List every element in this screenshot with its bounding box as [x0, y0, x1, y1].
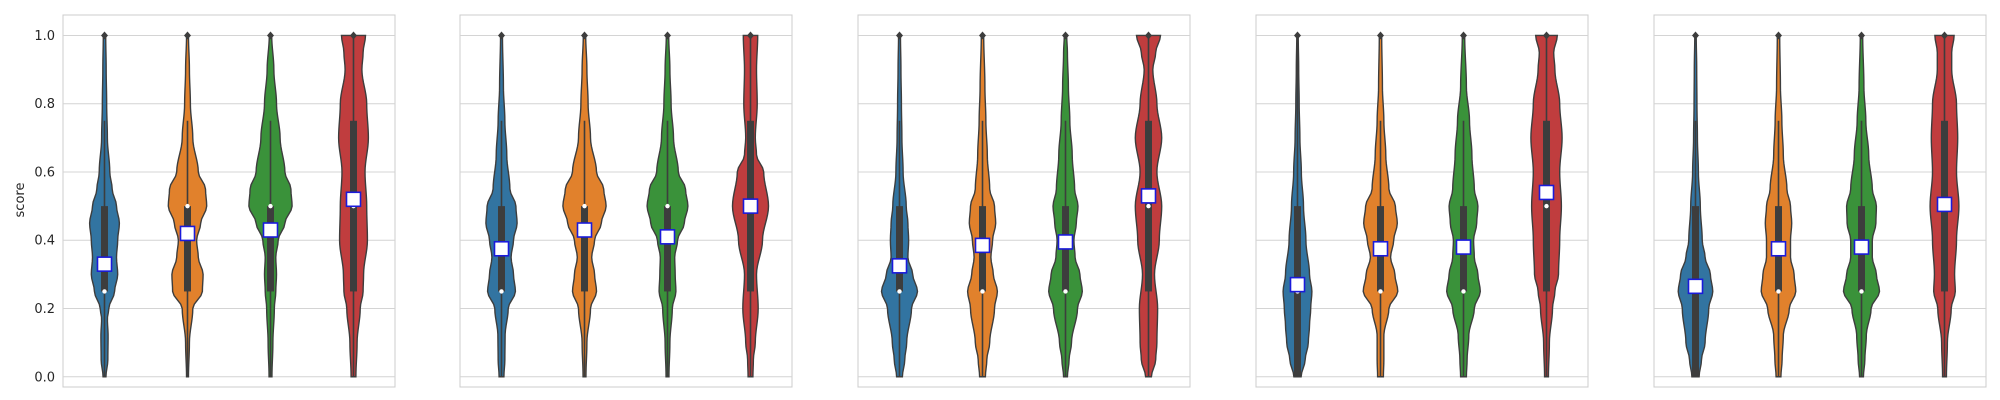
violin-max-marker — [1294, 31, 1301, 40]
violin-mean-marker — [262, 222, 279, 238]
violin-max-marker — [1460, 31, 1467, 40]
violin-max-marker — [1377, 31, 1384, 40]
violin-max-marker — [1062, 31, 1069, 40]
violin — [485, 31, 518, 378]
y-tick-label: 0.6 — [34, 165, 55, 180]
violin-median-dot — [980, 289, 985, 294]
violin-median-dot — [1776, 289, 1781, 294]
violin — [1842, 31, 1881, 378]
violin — [1134, 31, 1163, 378]
violin — [1530, 31, 1563, 378]
violin-median-dot — [897, 289, 902, 294]
violin-mean-marker — [493, 240, 510, 257]
violin-mean-marker — [1289, 276, 1306, 293]
panel-frame — [62, 14, 396, 388]
violin — [1445, 31, 1482, 378]
violin-max-marker — [1692, 31, 1699, 40]
violin — [646, 31, 689, 378]
violin-mean-marker — [1770, 240, 1787, 257]
violin-iqr-box — [267, 206, 274, 292]
violin-median-dot — [1461, 289, 1466, 294]
violin-max-marker — [581, 31, 588, 40]
panel-1: 0.0 0.2 0.4 0.6 0.8 1.0 — [34, 14, 396, 388]
violin-median-dot — [665, 203, 670, 209]
violin-max-marker — [1858, 31, 1865, 40]
violin-mean-marker — [96, 256, 113, 272]
violin-iqr-box — [896, 206, 903, 292]
y-tick-label: 1.0 — [34, 29, 55, 44]
violin — [966, 31, 999, 378]
panel-3 — [857, 14, 1191, 388]
violin-mean-marker — [1372, 240, 1389, 257]
violin-mean-marker — [345, 191, 362, 208]
violin-iqr-box — [184, 206, 191, 292]
violin-median-dot — [582, 203, 587, 209]
panel-2 — [459, 14, 793, 388]
violin-mean-marker — [1140, 188, 1157, 204]
panel-frame — [857, 14, 1191, 388]
y-tick-label: 0.8 — [34, 97, 55, 112]
violin-mean-marker — [742, 198, 759, 214]
violin-iqr-box — [101, 206, 108, 292]
violin — [1362, 31, 1399, 378]
violin-max-marker — [267, 31, 274, 40]
violin-max-marker — [1543, 31, 1550, 40]
violin — [880, 31, 919, 378]
y-axis-label: score — [13, 183, 28, 218]
violin-max-marker — [896, 31, 903, 40]
violin — [562, 31, 607, 378]
violin-mean-marker — [576, 222, 593, 238]
violin — [1047, 31, 1084, 378]
panel-4 — [1255, 14, 1589, 388]
violin-mean-marker — [1853, 239, 1870, 255]
violin — [337, 31, 370, 378]
violin — [167, 31, 208, 378]
violin — [1929, 31, 1960, 378]
violin-max-marker — [498, 31, 505, 40]
violin-max-marker — [979, 31, 986, 40]
violin-mean-marker — [1057, 234, 1074, 250]
violin-median-dot — [499, 289, 504, 294]
violin-max-marker — [747, 31, 754, 40]
violin-mean-marker — [179, 225, 196, 242]
violin — [1760, 31, 1797, 378]
violin-median-dot — [1063, 289, 1068, 294]
violin — [248, 31, 293, 378]
violin — [1677, 31, 1714, 378]
violin-max-marker — [1775, 31, 1782, 40]
violin-median-dot — [268, 203, 273, 209]
violin — [731, 31, 770, 378]
violin-mean-marker — [1936, 196, 1953, 213]
violin-mean-marker — [1455, 239, 1472, 255]
violin — [88, 31, 121, 378]
panel-5 — [1653, 14, 1987, 388]
violin-median-dot — [1544, 203, 1549, 209]
y-tick-label: 0.2 — [34, 302, 55, 317]
violin-max-marker — [101, 31, 108, 40]
violin-max-marker — [1941, 31, 1948, 40]
violin-mean-marker — [891, 258, 908, 274]
violin-max-marker — [184, 31, 191, 40]
violin-median-dot — [1859, 289, 1864, 294]
violin-mean-marker — [1538, 184, 1555, 201]
violin-median-dot — [1146, 203, 1151, 209]
violin-iqr-box — [664, 206, 671, 292]
violin-median-dot — [185, 203, 190, 209]
y-tick-label: 0.4 — [34, 234, 55, 249]
violin-mean-marker — [659, 229, 676, 245]
violin — [1282, 31, 1313, 378]
violin-max-marker — [664, 31, 671, 40]
y-tick-label: 0.0 — [34, 370, 55, 385]
violin-max-marker — [350, 31, 357, 40]
violin-iqr-box — [581, 206, 588, 292]
violin-mean-marker — [1687, 278, 1704, 295]
panels-group: 0.0 0.2 0.4 0.6 0.8 1.0 — [34, 14, 1987, 388]
violin-max-marker — [1145, 31, 1152, 40]
violin-mean-marker — [974, 237, 991, 254]
violin-median-dot — [102, 289, 107, 294]
violin-median-dot — [1378, 289, 1383, 294]
